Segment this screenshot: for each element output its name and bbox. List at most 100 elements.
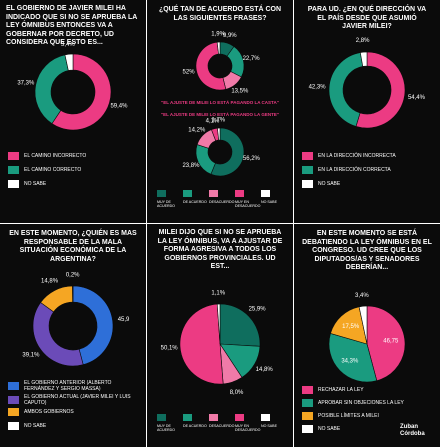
legend-label: NO SABE — [24, 423, 47, 429]
chart: 9,9% 22,7% 13,5% 52% 1,9% 56,2% 23,8% 14,2%4,1%… — [182, 32, 261, 177]
legend-label: NO SABE — [261, 424, 277, 428]
series-name: "EL AJUSTE DE MILEI LO ESTÁ PAGANDO LA C… — [161, 100, 279, 105]
legend-swatch — [209, 414, 218, 421]
panel: ¿QUÉ TAN DE ACUERDO ESTÁ CON LAS SIGUIEN… — [147, 0, 293, 223]
slice — [64, 53, 74, 71]
legend-label: EN LA DIRECCIÓN CORRECTA — [318, 167, 391, 173]
legend-item: MUY EN DESACUERDO — [235, 190, 261, 209]
slice — [366, 305, 406, 382]
value-label: 0,2% — [66, 273, 80, 279]
panel: MILEI DIJO QUE SI NO SE APRUEBA LA LEY Ó… — [147, 224, 293, 447]
legend-swatch — [302, 386, 313, 394]
slice — [328, 333, 378, 383]
legend-item: EN LA DIRECCIÓN INCORRECTA — [302, 152, 432, 160]
legend-swatch — [8, 422, 19, 430]
value-label: 25,9% — [249, 307, 267, 313]
value-label: 3,4% — [355, 293, 369, 299]
legend-swatch — [235, 190, 244, 197]
value-label: 3,4% — [61, 42, 75, 48]
legend-swatch — [302, 425, 313, 433]
value-label: 50,1% — [161, 345, 179, 351]
legend-swatch — [157, 190, 166, 197]
legend-swatch — [183, 414, 192, 421]
legend-label: EL CAMINO INCORRECTO — [24, 153, 87, 159]
slice — [210, 127, 245, 177]
legend-item: EL GOBIERNO ACTUAL (JAVIER MILEI Y LUIS … — [8, 394, 138, 406]
value-label: 37,3% — [17, 81, 35, 87]
legend-item: MUY DE ACUERDO — [157, 414, 181, 433]
legend-swatch — [302, 399, 313, 407]
legend-item: AMBOS GOBIERNOS — [8, 408, 138, 416]
slice — [51, 53, 112, 131]
legend-item: MUY EN DESACUERDO — [235, 414, 261, 433]
slice — [328, 52, 364, 127]
legend-label: MUY EN DESACUERDO — [235, 424, 261, 433]
legend-label: NO SABE — [318, 181, 341, 187]
legend-label: MUY DE ACUERDO — [157, 200, 175, 209]
panel-title: EN ESTE MOMENTO SE ESTÁ DEBATIENDO LA LE… — [302, 230, 432, 271]
slice — [217, 127, 221, 141]
slice — [219, 303, 261, 347]
value-label: 9,9% — [223, 33, 237, 39]
panel: PARA UD. ¿EN QUÉ DIRECCIÓN VA EL PAÍS DE… — [294, 0, 440, 223]
value-label: 52% — [183, 69, 196, 75]
panel: EL GOBIERNO DE JAVIER MILEI HA INDICADO … — [0, 0, 146, 223]
legend-label: NO SABE — [318, 426, 341, 432]
slice — [216, 303, 221, 345]
slice — [355, 51, 406, 129]
legend-item: EL CAMINO CORRECTO — [8, 166, 138, 174]
value-label: 13,5% — [231, 89, 249, 95]
panel-title: EL GOBIERNO DE JAVIER MILEI HA INDICADO … — [6, 5, 138, 46]
legend-swatch — [8, 408, 19, 416]
panel-title: PARA UD. ¿EN QUÉ DIRECCIÓN VA EL PAÍS DE… — [307, 6, 427, 30]
value-label: 34,3% — [341, 358, 359, 364]
value-label: 17,5% — [342, 324, 360, 330]
value-label: 2,8% — [356, 38, 370, 44]
slice — [359, 51, 368, 67]
legend-item: DE ACUERDO — [183, 414, 207, 428]
legend-item: NO SABE — [8, 422, 138, 430]
legend-swatch — [8, 166, 19, 174]
legend-swatch — [261, 190, 270, 197]
legend-swatch — [302, 412, 313, 420]
value-label: 14,8% — [256, 367, 274, 373]
legend-swatch — [235, 414, 244, 421]
legend-swatch — [8, 180, 19, 188]
slice — [32, 302, 84, 367]
legend-label: AMBOS GOBIERNOS — [24, 409, 74, 415]
panel-title: MILEI DIJO QUE SI NO SE APRUEBA LA LEY Ó… — [157, 229, 283, 270]
legend-item: RECHAZAR LA LEY — [302, 386, 432, 394]
legend-label: MUY DE ACUERDO — [157, 424, 175, 433]
value-label: 54,4% — [408, 95, 426, 101]
slice — [216, 41, 221, 55]
legend-swatch — [302, 180, 313, 188]
legend-label: POSIBLE LÍMITES A MILEI — [318, 413, 379, 419]
legend-label: MUY EN DESACUERDO — [235, 200, 261, 209]
value-label: 14,2% — [188, 128, 206, 134]
legend-label: NO SABE — [261, 200, 277, 204]
legend-label: APROBAR SIN OBJECIONES LA LEY — [318, 400, 404, 406]
chart: 25,9% 14,8% 8,0% 50,1% 1,1% — [161, 291, 274, 396]
legend-item: POSIBLE LÍMITES A MILEI — [302, 412, 432, 420]
legend-label: RECHAZAR LA LEY — [318, 387, 364, 393]
legend-label: DESACUERDO — [209, 200, 235, 204]
legend-item: MUY DE ACUERDO — [157, 190, 181, 209]
value-label: 39,1% — [22, 352, 40, 358]
value-label: 46,75 — [383, 338, 399, 344]
panel: EN ESTE MOMENTO SE ESTÁ DEBATIENDO LA LE… — [294, 224, 440, 447]
legend-label: EN LA DIRECCIÓN INCORRECTA — [318, 153, 396, 159]
slice — [195, 144, 216, 175]
series-name: "EL AJUSTE DE MILEI LO ESTÁ PAGANDO LA G… — [160, 112, 280, 117]
legend-swatch — [157, 414, 166, 421]
value-label: 45,9 — [118, 317, 130, 323]
legend-item: DESACUERDO — [209, 414, 234, 428]
brand-logo: Zuban Córdoba — [400, 424, 425, 437]
value-label: 1,1% — [211, 291, 225, 297]
chart: 59,4% 37,3% 3,4% — [17, 42, 128, 131]
legend-label: DE ACUERDO — [183, 424, 207, 428]
value-label: 4,1% — [206, 118, 220, 124]
value-label: 23,8% — [182, 163, 200, 169]
value-label: 59,4% — [110, 103, 128, 109]
panel-title: ¿QUÉ TAN DE ACUERDO ESTÁ CON LAS SIGUIEN… — [158, 6, 282, 22]
